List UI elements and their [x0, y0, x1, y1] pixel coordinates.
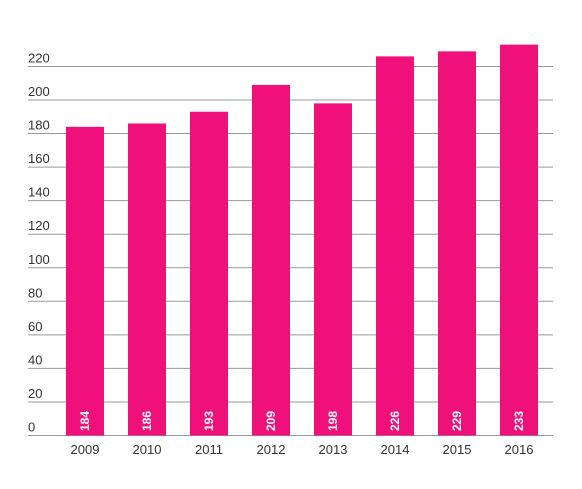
- y-tick-label-160: 160: [28, 151, 50, 166]
- y-tick-label-140: 140: [28, 185, 50, 200]
- y-axis-tick-labels: 0 20 40 60 80 100 120 140 160 180 200 220: [28, 50, 50, 434]
- y-tick-label-20: 20: [28, 386, 42, 401]
- bar-value-label-2016: 233: [512, 411, 526, 431]
- bar-data-labels: 184 186 193 209 198 226 229 233: [78, 411, 526, 431]
- y-tick-label-40: 40: [28, 352, 42, 367]
- x-tick-label-2016: 2016: [505, 442, 534, 457]
- x-tick-label-2010: 2010: [133, 442, 162, 457]
- bar-value-label-2009: 184: [78, 411, 92, 431]
- bar-2009: [66, 126, 104, 436]
- y-tick-label-100: 100: [28, 252, 50, 267]
- bar-2013: [314, 103, 352, 436]
- bar-2012: [252, 84, 290, 436]
- bar-2016: [500, 44, 538, 436]
- bar-2010: [128, 123, 166, 436]
- x-tick-label-2014: 2014: [381, 442, 410, 457]
- x-tick-label-2015: 2015: [443, 442, 472, 457]
- bar-value-label-2011: 193: [202, 411, 216, 431]
- x-tick-label-2012: 2012: [257, 442, 286, 457]
- y-tick-label-180: 180: [28, 118, 50, 133]
- bars: [66, 44, 538, 436]
- bar-2011: [190, 111, 228, 436]
- y-tick-label-120: 120: [28, 218, 50, 233]
- y-tick-label-0: 0: [28, 420, 35, 435]
- x-axis-tick-labels: 2009 2010 2011 2012 2013 2014 2015 2016: [71, 442, 534, 457]
- y-tick-label-220: 220: [28, 50, 50, 65]
- bar-value-label-2012: 209: [264, 411, 278, 431]
- bar-2015: [438, 51, 476, 436]
- bar-2014: [376, 56, 414, 436]
- x-tick-label-2011: 2011: [195, 442, 223, 457]
- y-tick-label-200: 200: [28, 84, 50, 99]
- bar-value-label-2013: 198: [326, 411, 340, 431]
- y-tick-label-80: 80: [28, 285, 42, 300]
- x-tick-label-2009: 2009: [71, 442, 100, 457]
- bar-value-label-2014: 226: [388, 411, 402, 431]
- bar-value-label-2015: 229: [450, 411, 464, 431]
- bar-value-label-2010: 186: [140, 411, 154, 431]
- x-tick-label-2013: 2013: [319, 442, 348, 457]
- y-tick-label-60: 60: [28, 319, 42, 334]
